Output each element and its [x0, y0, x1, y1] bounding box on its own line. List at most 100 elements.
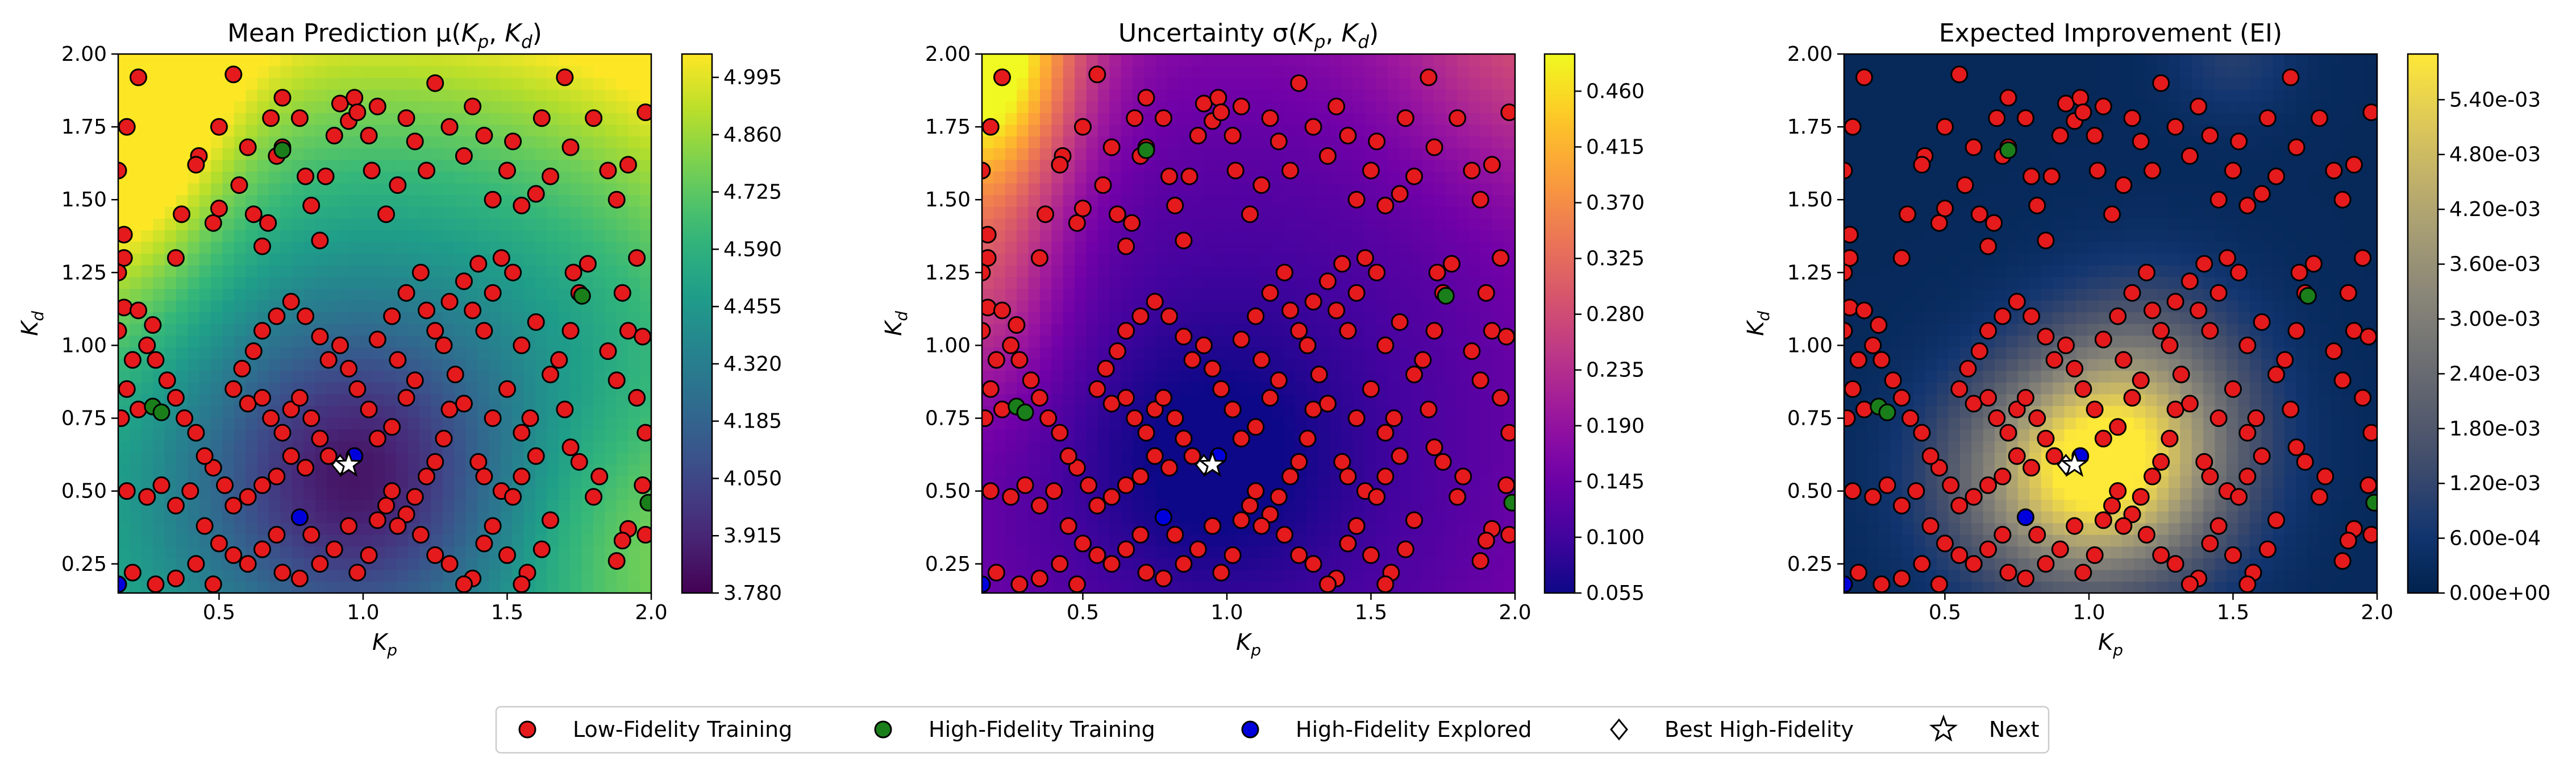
low-fidelity-point — [1195, 94, 1213, 113]
low-fidelity-point — [1241, 205, 1259, 223]
low-fidelity-point — [1166, 196, 1184, 214]
low-fidelity-point — [1175, 429, 1193, 447]
low-fidelity-point — [1117, 476, 1135, 494]
colorbar: 3.780 3.915 4.050 4.185 4.320 4.455 4.590 4.725… — [681, 53, 782, 605]
low-fidelity-point — [599, 161, 617, 180]
y-tick-label: 1.50 — [925, 188, 971, 212]
low-fidelity-point — [1368, 132, 1386, 151]
low-fidelity-point — [2362, 424, 2377, 442]
low-fidelity-point — [1039, 409, 1058, 428]
low-fidelity-point — [2287, 322, 2306, 340]
low-fidelity-point — [2137, 263, 2155, 281]
low-fidelity-point — [542, 167, 560, 185]
low-fidelity-point — [2071, 89, 2090, 107]
low-fidelity-point — [1988, 109, 2006, 127]
low-fidelity-point — [1844, 263, 1853, 281]
low-fidelity-point — [1183, 351, 1201, 369]
colorbar-tick-label: 3.915 — [723, 524, 782, 548]
low-fidelity-point — [2008, 293, 2026, 311]
low-fidelity-point — [244, 205, 263, 223]
low-fidelity-point — [363, 161, 381, 180]
low-fidelity-point — [2074, 103, 2092, 121]
low-fidelity-point — [1212, 103, 1230, 121]
low-fidelity-point — [118, 226, 133, 244]
y-tick-label: 0.50 — [61, 480, 107, 503]
low-fidelity-point — [1936, 118, 1954, 136]
low-fidelity-point — [1117, 237, 1135, 255]
low-fidelity-point — [2359, 476, 2377, 494]
low-fidelity-point — [2180, 575, 2199, 593]
low-fidelity-point — [2282, 68, 2300, 86]
y-tick-label: 0.75 — [61, 407, 107, 430]
low-fidelity-point — [1442, 255, 1460, 273]
low-fidelity-point — [426, 546, 444, 564]
low-fidelity-point — [1123, 214, 1141, 232]
low-fidelity-point — [1010, 575, 1029, 593]
low-fidelity-point — [406, 371, 424, 389]
low-fidelity-point — [418, 301, 436, 320]
y-axis-label: Kd​ — [881, 311, 911, 336]
low-fidelity-point — [2201, 534, 2219, 553]
colorbar-tick-label: 0.235 — [1586, 359, 1645, 382]
low-fidelity-point — [2230, 488, 2248, 506]
low-fidelity-point — [273, 563, 292, 582]
low-fidelity-point — [636, 424, 651, 442]
low-fidelity-point — [1232, 429, 1250, 447]
low-fidelity-point — [2028, 196, 2046, 214]
low-fidelity-point — [1844, 226, 1859, 244]
low-fidelity-point — [383, 418, 401, 436]
low-fidelity-point — [2267, 167, 2286, 185]
low-fidelity-point — [1930, 459, 1948, 477]
low-fidelity-point — [1318, 147, 1337, 165]
y-tick-label: 1.50 — [1787, 188, 1833, 212]
low-fidelity-point — [2045, 351, 2063, 369]
low-fidelity-point — [224, 496, 243, 515]
low-fidelity-point — [556, 400, 574, 418]
low-fidelity-point — [1154, 389, 1172, 407]
low-fidelity-point — [1137, 89, 1155, 107]
low-fidelity-point — [1844, 380, 1862, 398]
low-fidelity-point — [982, 161, 991, 180]
low-fidelity-point — [1930, 575, 1948, 593]
low-fidelity-point — [2354, 249, 2372, 267]
low-fidelity-point — [2238, 575, 2257, 593]
low-fidelity-point — [377, 496, 396, 515]
low-fidelity-point — [1002, 336, 1020, 354]
colorbar-tick-label: 0.415 — [1586, 135, 1645, 159]
low-fidelity-point — [1097, 359, 1115, 378]
low-fidelity-point — [1247, 418, 1265, 436]
y-tick-label: 1.75 — [1787, 115, 1833, 139]
low-fidelity-point — [129, 301, 147, 320]
x-tick-label: 1.0 — [1210, 601, 1243, 624]
low-fidelity-point — [607, 190, 626, 209]
low-fidelity-point — [475, 534, 493, 553]
low-fidelity-point — [484, 190, 502, 209]
x-axis-label: Kp​ — [372, 629, 397, 660]
low-fidelity-point — [348, 103, 367, 121]
low-fidelity-point — [636, 103, 651, 121]
low-fidelity-point — [1304, 400, 1322, 418]
low-fidelity-point — [2066, 359, 2084, 378]
low-fidelity-point — [1016, 476, 1034, 494]
low-fidelity-point — [1425, 438, 1443, 457]
colorbar-tick-label: 0.190 — [1586, 414, 1645, 438]
low-fidelity-point — [1849, 563, 1867, 582]
low-fidelity-point — [1414, 351, 1432, 369]
low-fidelity-point — [455, 395, 473, 413]
low-fidelity-point — [527, 185, 545, 203]
low-fidelity-point — [1189, 540, 1207, 558]
y-tick-label: 0.50 — [925, 480, 971, 503]
low-fidelity-point — [262, 409, 280, 428]
low-fidelity-point — [504, 132, 522, 151]
low-fidelity-point — [273, 424, 292, 442]
high-fidelity-explored-point — [1154, 508, 1172, 526]
low-fidelity-point — [619, 322, 637, 340]
low-fidelity-point — [311, 429, 329, 447]
low-fidelity-point — [2037, 555, 2055, 573]
low-fidelity-point — [118, 322, 127, 340]
low-fidelity-point — [2209, 190, 2228, 209]
low-fidelity-point — [1878, 476, 1896, 494]
low-fidelity-point — [1855, 68, 1873, 86]
legend: Low-Fidelity Training High-Fidelity Train… — [495, 706, 2050, 754]
low-fidelity-point — [129, 68, 147, 86]
